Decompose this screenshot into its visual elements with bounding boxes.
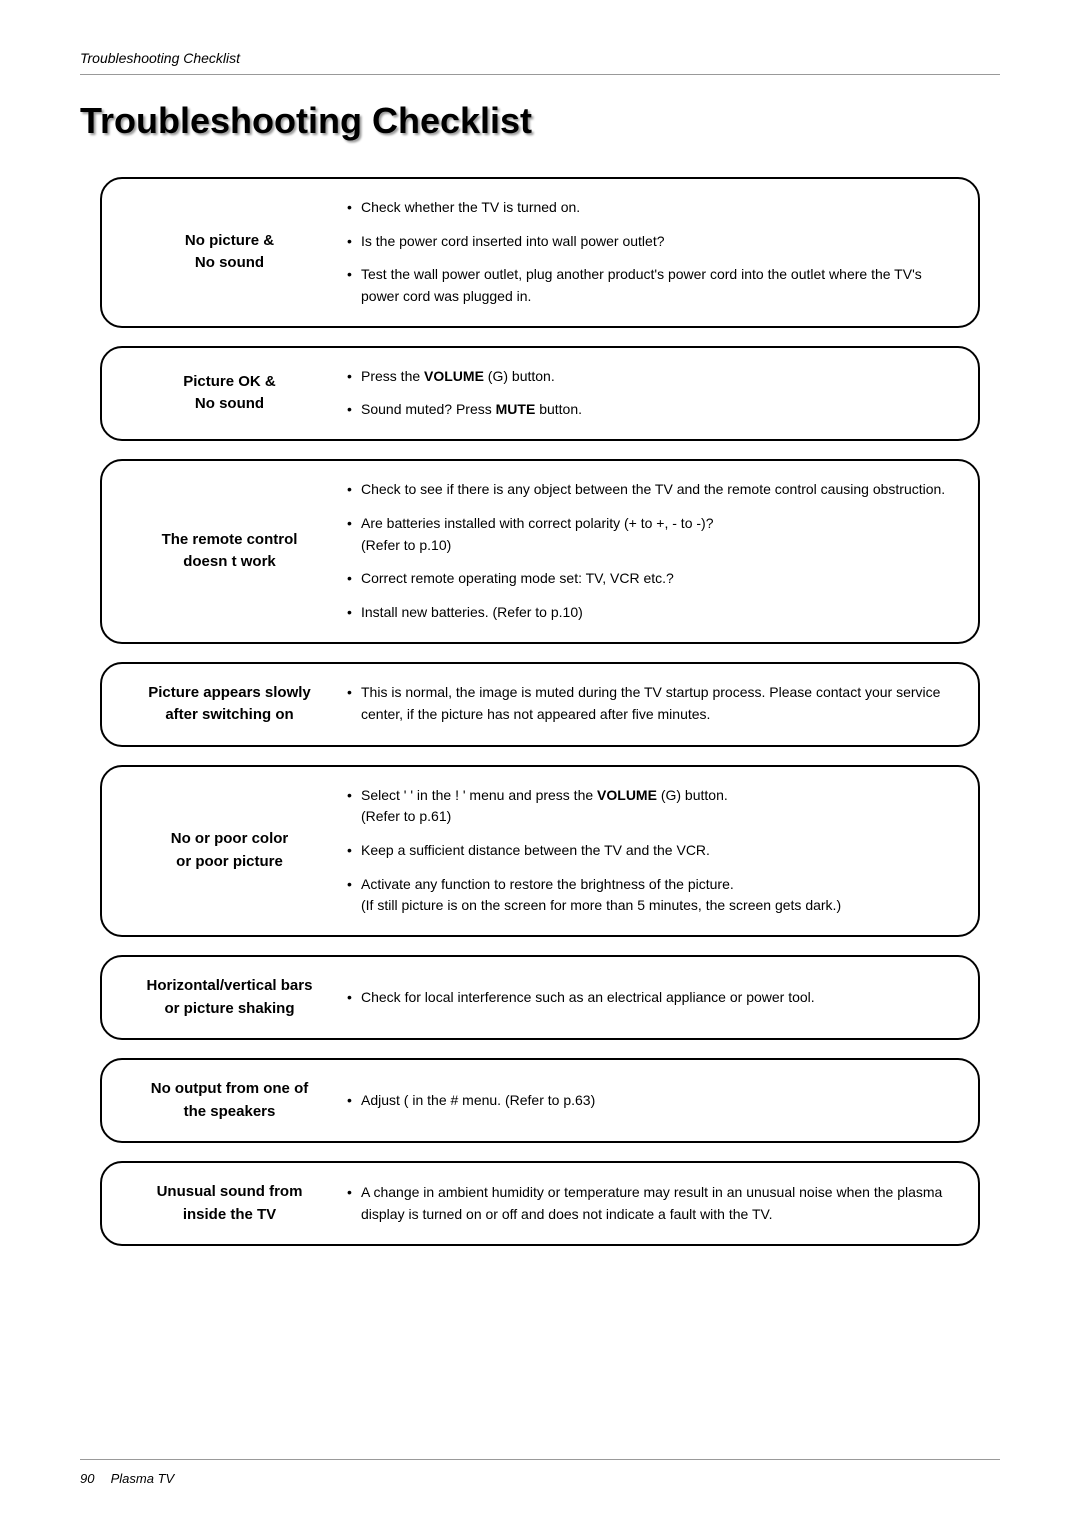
text-fragment: MUTE — [496, 401, 536, 417]
text-fragment: Check for local interference such as an … — [361, 989, 815, 1005]
checklist-item: Are batteries installed with correct pol… — [347, 513, 954, 556]
troubleshooting-box: The remote controldoesn t work Check to s… — [100, 459, 980, 643]
text-fragment: A change in ambient humidity or temperat… — [361, 1184, 942, 1222]
checklist-item: Correct remote operating mode set: TV, V… — [347, 568, 954, 590]
text-fragment: VOLUME — [597, 787, 657, 803]
box-label: Horizontal/vertical barsor picture shaki… — [112, 975, 347, 1020]
box-content: Press the VOLUME (G) button. Sound muted?… — [347, 366, 954, 421]
checklist-item: Test the wall power outlet, plug another… — [347, 264, 954, 307]
checklist-item: This is normal, the image is muted durin… — [347, 682, 954, 725]
page-footer: 90 Plasma TV — [80, 1459, 1000, 1488]
text-fragment: Keep a sufficient distance between the T… — [361, 842, 710, 858]
checklist-item: Press the VOLUME (G) button. — [347, 366, 954, 388]
box-label: The remote controldoesn t work — [112, 529, 347, 574]
text-fragment: This is normal, the image is muted durin… — [361, 684, 940, 722]
checklist-item: Is the power cord inserted into wall pow… — [347, 231, 954, 253]
text-fragment: Check to see if there is any object betw… — [361, 481, 945, 497]
box-content: Check to see if there is any object betw… — [347, 479, 954, 623]
troubleshooting-box: Picture appears slowlyafter switching on… — [100, 662, 980, 747]
text-fragment: (G) button. — [484, 368, 555, 384]
text-fragment: Activate any function to restore the bri… — [361, 876, 841, 914]
checklist-item: Sound muted? Press MUTE button. — [347, 399, 954, 421]
text-fragment: Sound muted? Press — [361, 401, 496, 417]
checklist-item: Install new batteries. (Refer to p.10) — [347, 602, 954, 624]
box-label: No or poor coloror poor picture — [112, 828, 347, 873]
text-fragment: VOLUME — [424, 368, 484, 384]
text-fragment: Adjust ( in the # menu. (Refer to p.63) — [361, 1092, 595, 1108]
box-content: Check whether the TV is turned on. Is the… — [347, 197, 954, 308]
box-content: Select ' ' in the ! ' menu and press the… — [347, 785, 954, 917]
text-fragment: Is the power cord inserted into wall pow… — [361, 233, 665, 249]
checklist-item: Keep a sufficient distance between the T… — [347, 840, 954, 862]
text-fragment: Press the — [361, 368, 424, 384]
troubleshooting-box: No output from one ofthe speakers Adjust … — [100, 1058, 980, 1143]
box-label: No picture &No sound — [112, 230, 347, 275]
box-content: A change in ambient humidity or temperat… — [347, 1182, 954, 1225]
footer-product: Plasma TV — [111, 1471, 175, 1486]
checklist-item: Adjust ( in the # menu. (Refer to p.63) — [347, 1090, 954, 1112]
troubleshooting-box: Unusual sound frominside the TV A change … — [100, 1161, 980, 1246]
troubleshooting-list: No picture &No soundCheck whether the TV… — [100, 177, 980, 1246]
text-fragment: Are batteries installed with correct pol… — [361, 515, 713, 553]
text-fragment: Select ' ' in the ! ' menu and press the — [361, 787, 597, 803]
running-title: Troubleshooting Checklist — [80, 50, 1000, 66]
box-label: Unusual sound frominside the TV — [112, 1181, 347, 1226]
text-fragment: Test the wall power outlet, plug another… — [361, 266, 922, 304]
text-fragment: Check whether the TV is turned on. — [361, 199, 580, 215]
box-label: Picture OK &No sound — [112, 371, 347, 416]
text-fragment: button. — [535, 401, 582, 417]
checklist-item: Activate any function to restore the bri… — [347, 874, 954, 917]
box-label: Picture appears slowlyafter switching on — [112, 682, 347, 727]
checklist-item: Select ' ' in the ! ' menu and press the… — [347, 785, 954, 828]
text-fragment: Install new batteries. (Refer to p.10) — [361, 604, 583, 620]
box-content: Check for local interference such as an … — [347, 987, 954, 1009]
troubleshooting-box: No or poor coloror poor pictureSelect ' … — [100, 765, 980, 937]
page-header: Troubleshooting Checklist — [80, 50, 1000, 75]
box-content: Adjust ( in the # menu. (Refer to p.63) — [347, 1090, 954, 1112]
troubleshooting-box: Picture OK &No soundPress the VOLUME (G)… — [100, 346, 980, 441]
checklist-item: Check to see if there is any object betw… — [347, 479, 954, 501]
box-content: This is normal, the image is muted durin… — [347, 682, 954, 725]
footer-page-number: 90 — [80, 1471, 94, 1486]
text-fragment: Correct remote operating mode set: TV, V… — [361, 570, 674, 586]
checklist-item: Check whether the TV is turned on. — [347, 197, 954, 219]
troubleshooting-box: No picture &No soundCheck whether the TV… — [100, 177, 980, 328]
box-label: No output from one ofthe speakers — [112, 1078, 347, 1123]
checklist-item: A change in ambient humidity or temperat… — [347, 1182, 954, 1225]
checklist-item: Check for local interference such as an … — [347, 987, 954, 1009]
page-title: Troubleshooting Checklist — [80, 100, 1000, 142]
troubleshooting-box: Horizontal/vertical barsor picture shaki… — [100, 955, 980, 1040]
